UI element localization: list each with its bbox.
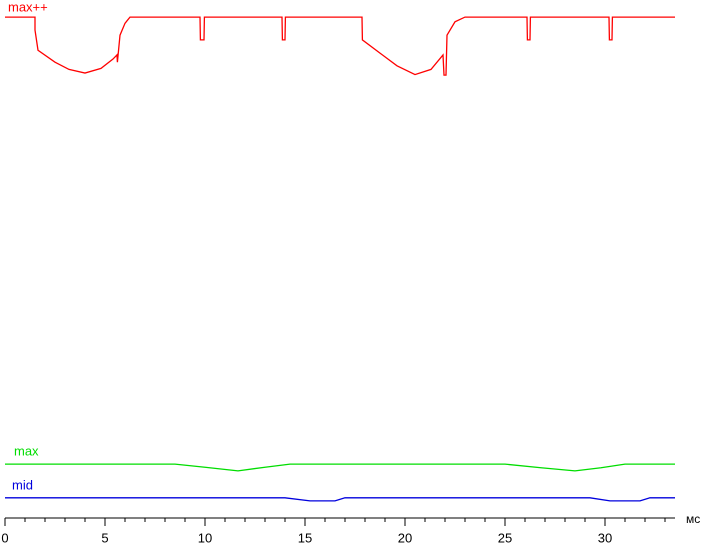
x-tick-label: 0 — [1, 530, 8, 545]
series-label: max — [14, 443, 39, 458]
x-unit-label: мс — [686, 512, 700, 526]
x-tick-label: 30 — [598, 530, 612, 545]
series-line — [5, 463, 675, 472]
x-tick-label: 25 — [498, 530, 512, 545]
series-label: mid — [12, 477, 33, 492]
x-tick-label: 10 — [198, 530, 212, 545]
x-tick-label: 5 — [101, 530, 108, 545]
series-line — [5, 497, 675, 502]
x-tick-label: 15 — [298, 530, 312, 545]
x-tick-label: 20 — [398, 530, 412, 545]
series-line — [5, 16, 675, 76]
series-label: max++ — [8, 0, 48, 14]
